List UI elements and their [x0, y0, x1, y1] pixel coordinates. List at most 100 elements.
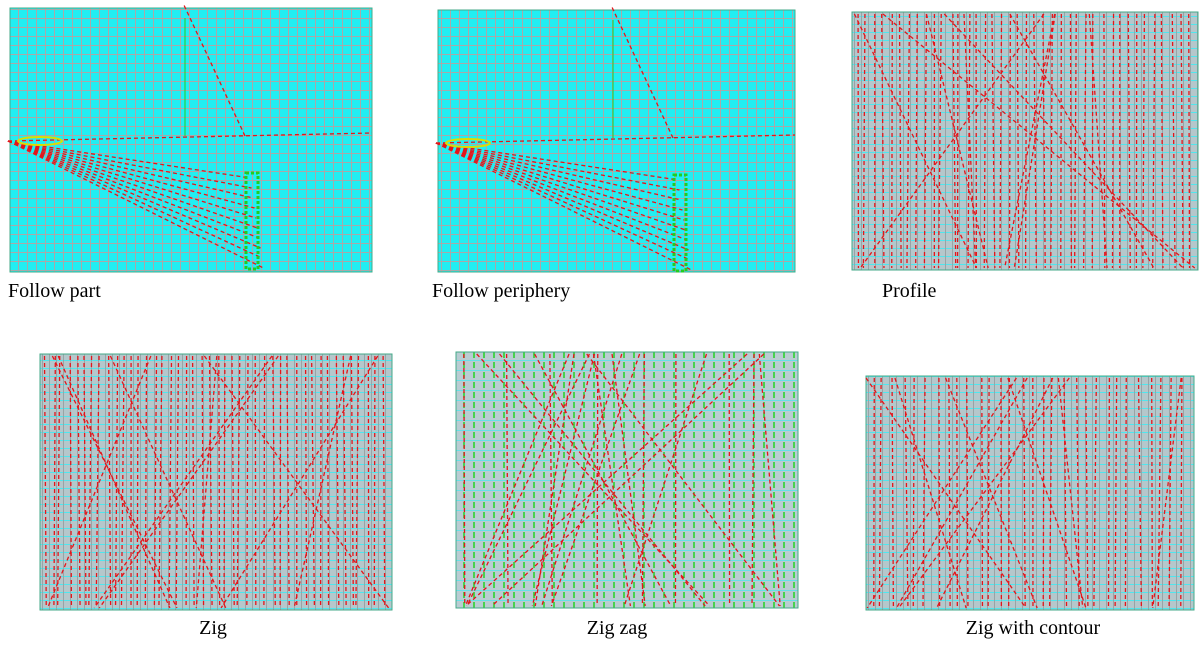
toolpath-pass [310, 355, 316, 609]
toolpath-pass [904, 377, 909, 609]
toolpath-pass [1168, 377, 1172, 609]
toolpath-panel: Profile [851, 11, 1199, 302]
rapid-move [182, 2, 246, 137]
toolpath-pass [999, 13, 1003, 269]
toolpath-pass [956, 377, 958, 609]
rapid-move [936, 377, 1054, 609]
toolpath-pass [95, 355, 100, 609]
toolpath-pass [335, 355, 340, 609]
toolpath-image [9, 7, 373, 273]
toolpath-pass [1069, 13, 1073, 269]
toolpath-pass [1180, 13, 1184, 269]
toolpath-pass [153, 355, 158, 609]
rapid-move [859, 13, 1045, 269]
toolpath-pass [88, 355, 93, 609]
toolpath-pass [168, 355, 173, 609]
rapid-move [586, 353, 781, 607]
rapid-move [435, 142, 683, 211]
toolpath-pass [1082, 13, 1087, 269]
toolpath-pass [596, 353, 599, 607]
rapid-move [541, 353, 623, 607]
rapid-move [943, 13, 1184, 269]
toolpath-pass [77, 355, 81, 609]
toolpath-pass [69, 355, 73, 609]
toolpath-pass [263, 355, 266, 609]
toolpath-pass [342, 355, 347, 609]
toolpath-pass [862, 13, 866, 269]
rapid-move [758, 353, 781, 607]
toolpath-pass [144, 355, 148, 609]
toolpath-image [437, 9, 796, 273]
rapid-move [1003, 13, 1056, 269]
toolpath-pass [1127, 13, 1131, 269]
rapid-move [866, 377, 1017, 609]
toolpath-pass [751, 353, 755, 607]
toolpath-pass [991, 13, 996, 269]
rapid-move [466, 353, 590, 607]
toolpath-panel: Zig with contour [865, 375, 1195, 639]
rapid-move [7, 140, 263, 259]
rapid-move [435, 142, 686, 231]
toolpath-image [39, 353, 393, 611]
toolpath-pass [326, 355, 330, 609]
toolpath-pass [175, 355, 180, 609]
rapid-move [435, 142, 680, 191]
rapid-move [195, 355, 218, 609]
rapid-move [925, 13, 989, 269]
toolpath-pass [1152, 13, 1156, 269]
toolpath-pass [1050, 13, 1053, 269]
panel-caption: Profile [882, 280, 937, 302]
panel-caption: Zig zag [587, 617, 648, 639]
toolpath-pass [1060, 13, 1062, 269]
toolpath-pass [983, 13, 987, 269]
rapid-move [1057, 377, 1084, 609]
panel-caption: Follow part [8, 280, 101, 302]
toolpath-pass [1111, 13, 1115, 269]
toolpath-pass [231, 355, 235, 609]
toolpath-pass [53, 355, 56, 609]
toolpath-pass [107, 355, 112, 609]
rapid-move [550, 353, 641, 607]
part-feature [445, 138, 491, 148]
toolpath-pass [937, 13, 942, 269]
toolpath-pass [966, 377, 969, 609]
toolpath-pass [185, 355, 188, 609]
rapid-move [592, 353, 632, 607]
toolpath-pass [1171, 13, 1176, 269]
toolpath-pass [1160, 13, 1164, 269]
toolpath-pass [1188, 13, 1191, 269]
toolpath-pass [286, 355, 290, 609]
rapid-move [623, 353, 708, 607]
toolpath-pass [236, 355, 241, 609]
toolpath-pass [1063, 377, 1068, 609]
toolpath-panel: Follow periphery [432, 4, 796, 302]
part-feature [244, 171, 260, 271]
rapid-move [93, 355, 273, 609]
toolpath-pass [1180, 377, 1183, 609]
toolpath-pass [43, 355, 47, 609]
toolpath-pass [1085, 377, 1089, 609]
rapid-move [464, 353, 570, 607]
toolpath-image [455, 351, 799, 609]
toolpath-pass [1151, 377, 1154, 609]
toolpath-pass [1157, 377, 1162, 609]
toolpath-pass [304, 355, 308, 609]
toolpath-pass [1093, 377, 1098, 609]
toolpath-pass [1042, 377, 1045, 609]
rapid-move [963, 13, 977, 269]
rapid-move [7, 140, 255, 209]
panel-caption: Follow periphery [432, 280, 570, 302]
toolpath-pass [191, 355, 195, 609]
toolpath-image [851, 11, 1199, 271]
toolpath-pass [912, 377, 915, 609]
rapid-move [534, 353, 672, 607]
rapid-move [945, 377, 1038, 609]
toolpath-pass [981, 377, 984, 609]
toolpath-pass [987, 377, 990, 609]
rapid-move [7, 140, 258, 229]
rapid-move [610, 4, 674, 139]
rapid-move [531, 353, 596, 607]
rapid-move [895, 377, 1028, 609]
toolpath-pass [1008, 377, 1010, 609]
